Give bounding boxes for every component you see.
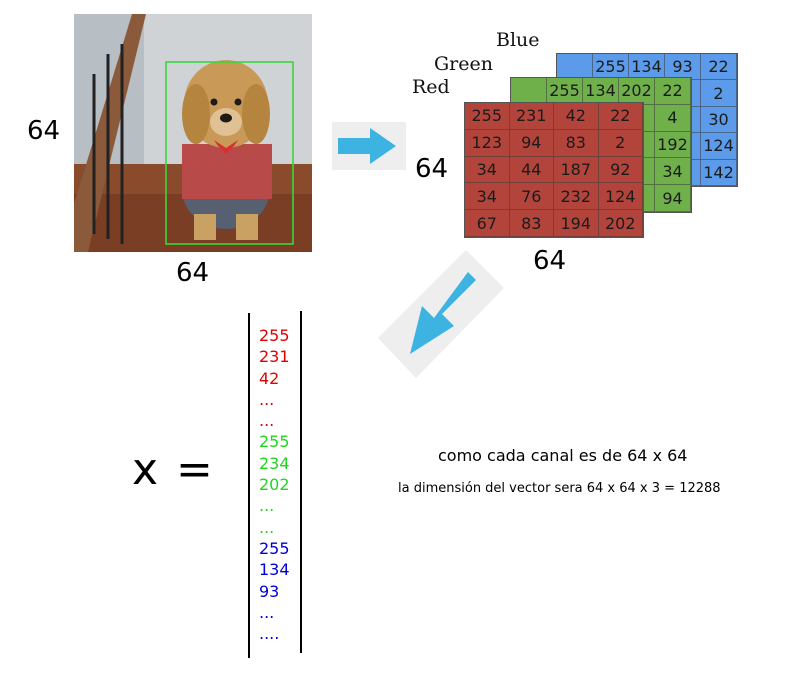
red-channel-cell: 232 bbox=[554, 183, 599, 211]
red-channel-cell: 76 bbox=[509, 183, 554, 211]
vector-entry: ... bbox=[259, 602, 275, 622]
vector-entry: 134 bbox=[259, 560, 290, 580]
vector-equation-label: x = bbox=[132, 444, 215, 495]
green-channel-cell: 94 bbox=[655, 185, 691, 212]
red-channel-cell: 44 bbox=[509, 156, 554, 184]
vector-entry: 234 bbox=[259, 453, 290, 473]
vector-entry: ... bbox=[259, 389, 275, 409]
vector-right-bar bbox=[300, 311, 302, 653]
green-channel-cell: 34 bbox=[655, 158, 691, 186]
red-channel-cell: 194 bbox=[554, 210, 599, 237]
red-channel-cell: 202 bbox=[598, 210, 643, 237]
red-channel-cell: 187 bbox=[554, 156, 599, 184]
red-channel-cell: 123 bbox=[465, 129, 510, 157]
blue-channel-cell: 142 bbox=[701, 159, 737, 186]
dog-image bbox=[74, 14, 312, 252]
red-channel-label: Red bbox=[412, 76, 450, 98]
vector-left-bar bbox=[248, 313, 250, 658]
green-channel-cell: 4 bbox=[655, 104, 691, 132]
photo-width-label: 64 bbox=[176, 258, 210, 288]
channels-width-label: 64 bbox=[533, 246, 567, 276]
vector-entry: 202 bbox=[259, 475, 290, 495]
red-channel-cell: 83 bbox=[509, 210, 554, 237]
bounding-box bbox=[165, 61, 294, 245]
red-channel-cell: 83 bbox=[554, 129, 599, 157]
green-channel-cell: 22 bbox=[655, 78, 691, 105]
channel-size-note: como cada canal es de 64 x 64 bbox=[438, 446, 688, 465]
red-channel-grid: 255 231 42 22 123 94 83 2 34 44 187 92 34 76 232 124 67 8… bbox=[464, 102, 644, 238]
red-channel-cell: 42 bbox=[554, 103, 599, 130]
vector-values: 255 231 42...... 255 234 202...... 255 134 93...… bbox=[259, 325, 290, 644]
red-channel-cell: 231 bbox=[509, 103, 554, 130]
red-channel-cell: 2 bbox=[598, 129, 643, 157]
red-channel-cell: 22 bbox=[598, 103, 643, 130]
vector-entry: 231 bbox=[259, 347, 290, 367]
vector-entry: ... bbox=[259, 496, 275, 516]
red-channel-cell: 92 bbox=[598, 156, 643, 184]
vector-entry: .... bbox=[259, 624, 280, 644]
vector-dimension-note: la dimensión del vector sera 64 x 64 x 3… bbox=[398, 481, 721, 496]
red-channel-cell: 34 bbox=[465, 183, 510, 211]
vector-entry: 42 bbox=[259, 368, 280, 388]
photo-height-label: 64 bbox=[27, 116, 61, 146]
blue-channel-cell: 30 bbox=[701, 106, 737, 134]
vector-entry: 255 bbox=[259, 326, 290, 345]
red-channel-cell: 94 bbox=[509, 129, 554, 157]
green-channel-label: Green bbox=[434, 53, 493, 75]
vector-entry: ... bbox=[259, 517, 275, 537]
vector-entry: ... bbox=[259, 411, 275, 431]
dog-photo bbox=[74, 14, 312, 252]
green-channel-cell: 134 bbox=[583, 78, 619, 105]
arrow-right-icon bbox=[332, 122, 406, 170]
blue-channel-cell: 22 bbox=[701, 54, 737, 81]
channels-height-label: 64 bbox=[415, 154, 449, 184]
arrow-down-left-icon bbox=[378, 250, 504, 378]
green-channel-cell bbox=[511, 78, 547, 105]
red-channel-cell: 67 bbox=[465, 210, 510, 237]
blue-channel-cell: 124 bbox=[701, 133, 737, 160]
green-channel-cell: 192 bbox=[655, 131, 691, 159]
green-channel-cell: 202 bbox=[619, 78, 655, 105]
green-channel-cell: 255 bbox=[547, 78, 583, 105]
vector-entry: 255 bbox=[259, 538, 290, 558]
red-channel-cell: 255 bbox=[465, 103, 510, 130]
vector-entry: 93 bbox=[259, 581, 280, 601]
vector-entry: 255 bbox=[259, 432, 290, 452]
red-channel-cell: 124 bbox=[598, 183, 643, 211]
blue-channel-cell: 2 bbox=[701, 80, 737, 107]
blue-channel-label: Blue bbox=[496, 29, 540, 51]
red-channel-cell: 34 bbox=[465, 156, 510, 184]
